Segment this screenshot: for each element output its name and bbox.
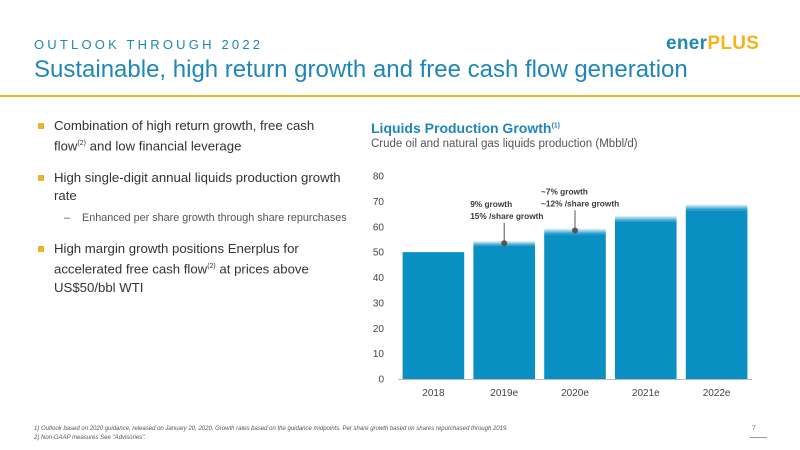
y-tick-label: 80 xyxy=(373,172,385,183)
liquids-production-chart: 0 10 20 30 40 50 60 70 80 2018 2019e 2020e 2021e 2022… xyxy=(373,172,752,399)
bullet-item: High margin growth positions Enerplus fo… xyxy=(38,240,348,296)
bar xyxy=(685,210,748,379)
x-tick-label: 2019e xyxy=(490,388,518,399)
y-tick-label: 30 xyxy=(373,298,385,309)
page-number-rule xyxy=(750,437,767,438)
bullet-text-cont: and low financial leverage xyxy=(86,138,242,154)
x-tick-label: 2021e xyxy=(632,388,660,399)
annotation-dot xyxy=(572,227,578,234)
y-tick-label: 20 xyxy=(373,324,385,335)
footnote-ref: (2) xyxy=(207,263,216,271)
bullet-list: Combination of high return growth, free … xyxy=(38,117,348,311)
bar xyxy=(544,234,606,379)
bar xyxy=(402,252,465,379)
annotation-dot xyxy=(501,240,508,247)
chart-title: Liquids Production Growth(1) xyxy=(371,120,560,136)
chart-title-text: Liquids Production Growth xyxy=(371,120,552,136)
footnote-ref: (1) xyxy=(551,122,560,130)
logo-main-text: ener xyxy=(666,33,708,54)
page-number: 7 xyxy=(752,425,756,432)
y-tick-label: 50 xyxy=(373,248,385,259)
bullet-text: High margin growth positions Enerplus fo… xyxy=(54,241,299,277)
annotation-label: ~7% growth xyxy=(541,186,588,196)
bullet-text: High single-digit annual liquids product… xyxy=(54,170,341,204)
bullet-item: Combination of high return growth, free … xyxy=(38,117,348,155)
y-tick-label: 60 xyxy=(373,222,385,233)
x-tick-label: 2020e xyxy=(561,388,589,399)
y-tick-label: 10 xyxy=(373,349,385,360)
y-tick-label: 0 xyxy=(378,375,384,386)
slide-title: Sustainable, high return growth and free… xyxy=(34,56,688,83)
bar-range-cap xyxy=(685,203,748,211)
y-tick-label: 40 xyxy=(373,273,385,284)
bullet-item: High single-digit annual liquids product… xyxy=(38,169,348,205)
footnote-1: 1) Outlook based on 2020 guidance, relea… xyxy=(34,426,508,432)
bullet-text-cont: at prices above US$50/bbl WTI xyxy=(54,261,309,295)
annotation-label: 15% /share growth xyxy=(470,211,543,221)
title-divider xyxy=(0,95,800,97)
x-tick-label: 2018 xyxy=(422,388,445,399)
logo-accent-text: PLUS xyxy=(707,33,760,54)
bar xyxy=(473,245,535,379)
annotation-label: 9% growth xyxy=(470,199,512,209)
bullet-text: Combination of high return growth, free … xyxy=(54,118,315,154)
section-eyebrow: OUTLOOK THROUGH 2022 xyxy=(34,37,264,52)
annotation-label: ~12% /share growth xyxy=(541,198,619,208)
x-tick-label: 2022e xyxy=(703,388,731,399)
bar xyxy=(615,221,677,379)
chart-subtitle: Crude oil and natural gas liquids produc… xyxy=(371,138,638,150)
footnote-ref: (2) xyxy=(77,140,87,147)
enerplus-logo: enerPLUS xyxy=(666,33,759,55)
sub-bullet-item: Enhanced per share growth through share … xyxy=(52,211,348,226)
y-tick-label: 70 xyxy=(373,197,385,208)
footnote-2: 2) Non-GAAP measures See "Advisories". xyxy=(34,435,147,441)
bar-range-cap xyxy=(615,215,677,222)
